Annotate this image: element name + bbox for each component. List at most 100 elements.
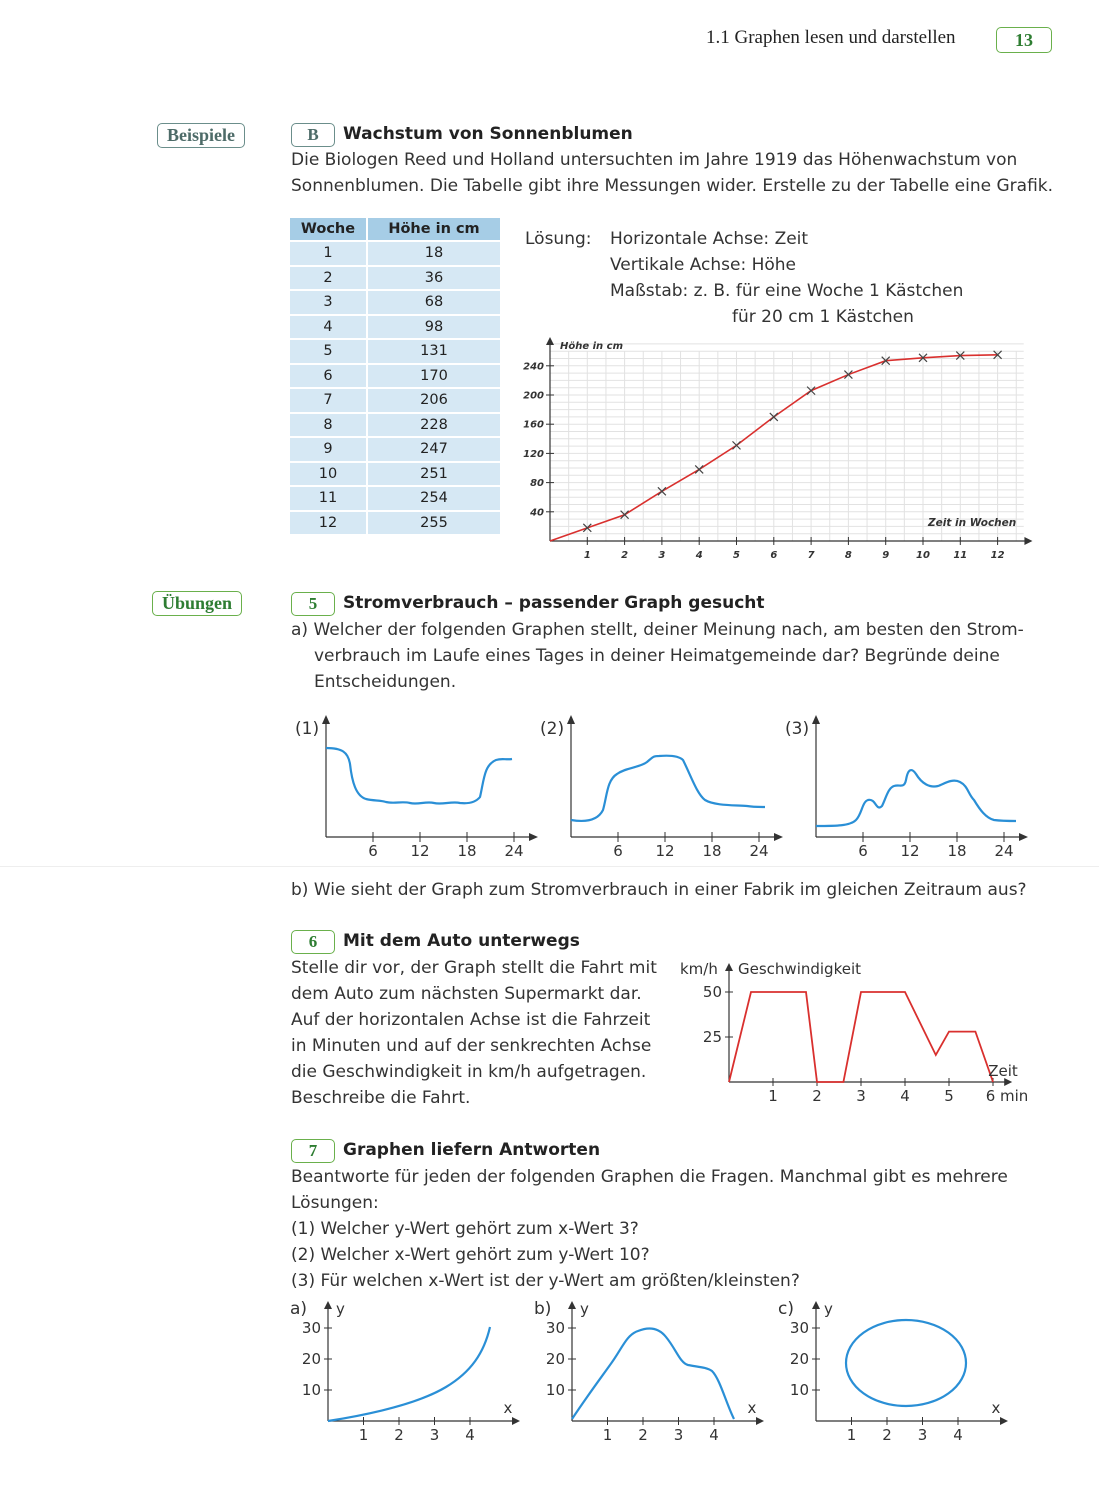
graph-label: c) [778,1299,794,1319]
x-tick-label: 6 min [986,1087,1029,1105]
x-tick-label: 2 [621,550,628,561]
hour-tick-label: 12 [900,842,919,860]
example-b-text-1: Die Biologen Reed und Holland untersucht… [291,150,1018,170]
x-tick-label: 4 [953,1426,963,1444]
data-point [732,440,741,450]
x-tick-label: 5 [733,550,740,561]
table-row: 7 206 [290,389,500,412]
table-cell-height: 68 [368,291,500,314]
y-tick-label: 30 [302,1319,321,1337]
table-cell-height: 36 [368,266,500,289]
power-graph-2: (2) 6 12 18 24 [540,715,783,860]
uebungen-label: Übungen [152,591,243,616]
y-tick-label: 50 [703,983,722,1001]
table-cell-height: 251 [368,462,500,485]
x-tick-label: 2 [882,1426,892,1444]
exercise-7-badge: 7 [291,1139,335,1163]
solution-line-1: Horizontale Achse: Zeit [610,229,809,249]
graph-axes: a) y x 10 20 30 1 2 3 4 [290,1299,520,1444]
y-tick-label: 120 [523,449,544,460]
page-number: 13 [996,27,1052,53]
y-tick-label: 10 [302,1381,321,1399]
x-tick-label: 4 [465,1426,475,1444]
speed-chart-axes [725,963,1013,1086]
graph-1-ticks: 6 12 18 24 [368,832,524,860]
table-cell-week: 3 [290,291,366,314]
x-axis-label: x [992,1399,1001,1417]
y-tick-label: 240 [523,361,544,372]
hour-tick-label: 18 [947,842,966,860]
x-tick-label: 3 [658,550,665,561]
y-tick-label: 25 [703,1028,722,1046]
graph-2-ticks: 6 12 18 24 [613,832,769,860]
beispiele-label: Beispiele [157,123,245,148]
y-tick-label: 80 [530,478,544,489]
graph-2-label: (2) [540,719,564,739]
data-point [769,412,779,422]
y-tick-label: 40 [529,507,544,518]
power-curve-3 [815,769,1017,828]
x-tick-label: 3 [674,1426,684,1444]
exercise-6-line-1: Stelle dir vor, der Graph stellt die Fah… [291,958,657,978]
solution-line-4: für 20 cm 1 Kästchen [732,307,914,327]
exercise-6-line-6: Beschreibe die Fahrt. [291,1088,471,1108]
data-point [881,356,891,366]
exercise-7-q2: (2) Welcher x-Wert gehört zum y-Wert 10? [291,1245,650,1265]
table-row: 4 98 [290,315,500,338]
y-tick-label: 160 [523,420,544,431]
graph-3-label: (3) [785,719,809,739]
table-cell-week: 7 [290,389,366,412]
exercise-6-line-3: Auf der horizontalen Achse ist die Fahrz… [291,1010,651,1030]
power-graph-3: (3) 6 12 18 24 [785,715,1028,860]
power-graph-1: (1) 6 12 18 24 [295,715,538,860]
table-cell-height: 254 [368,487,500,510]
power-curve-1 [325,746,513,805]
exercise-5a-line-2: verbrauch im Laufe eines Tages in deiner… [314,646,1000,666]
y-axis-label: y [824,1300,833,1318]
hour-tick-label: 24 [749,842,768,860]
y-tick-label: 20 [302,1350,321,1368]
table-row: 12 255 [290,511,500,534]
table-cell-height: 206 [368,389,500,412]
table-cell-week: 2 [290,266,366,289]
table-row: 10 251 [290,462,500,485]
speed-chart: 25 50 1 2 3 4 5 6 min km/h Geschwindigkeit Zeit [680,960,1029,1105]
chart-grid [550,343,1024,541]
data-point [806,386,816,396]
x-tick-label: 3 [430,1426,440,1444]
exercise-6-line-4: in Minuten und auf der senkrechten Achse [291,1036,652,1056]
exercise-6-title: Mit dem Auto unterwegs [343,931,580,951]
x-tick-label: 2 [638,1426,648,1444]
y-tick-label: 10 [790,1381,809,1399]
data-point [694,465,704,474]
exercise-7-intro-1: Beantworte für jeden der folgenden Graph… [291,1167,1008,1187]
hour-tick-label: 18 [457,842,476,860]
table-cell-week: 10 [290,462,366,485]
exercise-5a-line-1: a) Welcher der folgenden Graphen stellt,… [291,620,1024,640]
y-tick-label: 10 [546,1381,565,1399]
x-axis-label: Zeit [988,1062,1018,1080]
x-tick-label: 2 [394,1426,404,1444]
chart-axes [546,337,1033,545]
table-row: 3 68 [290,291,500,314]
table-cell-height: 247 [368,438,500,461]
data-point [993,350,1003,360]
graph-3-ticks: 6 12 18 24 [858,832,1014,860]
hour-tick-label: 6 [368,842,378,860]
solution-line-2: Vertikale Achse: Höhe [610,255,797,275]
y-tick-label: 30 [546,1319,565,1337]
table-cell-week: 1 [290,242,366,265]
table-row: 8 228 [290,413,500,436]
graph-axes: b) y x 10 20 30 1 2 3 4 [534,1299,764,1444]
x-axis-label: Zeit in Wochen [927,517,1016,529]
curve-7a [327,1326,492,1423]
table-cell-height: 18 [368,242,500,265]
table-cell-height: 98 [368,315,500,338]
hour-tick-label: 24 [504,842,523,860]
table-row: 5 131 [290,340,500,363]
x-tick-label: 1 [603,1426,613,1444]
x-tick-label: 1 [584,550,591,561]
hour-tick-label: 18 [702,842,721,860]
table-cell-week: 6 [290,364,366,387]
x-tick-label: 3 [918,1426,928,1444]
